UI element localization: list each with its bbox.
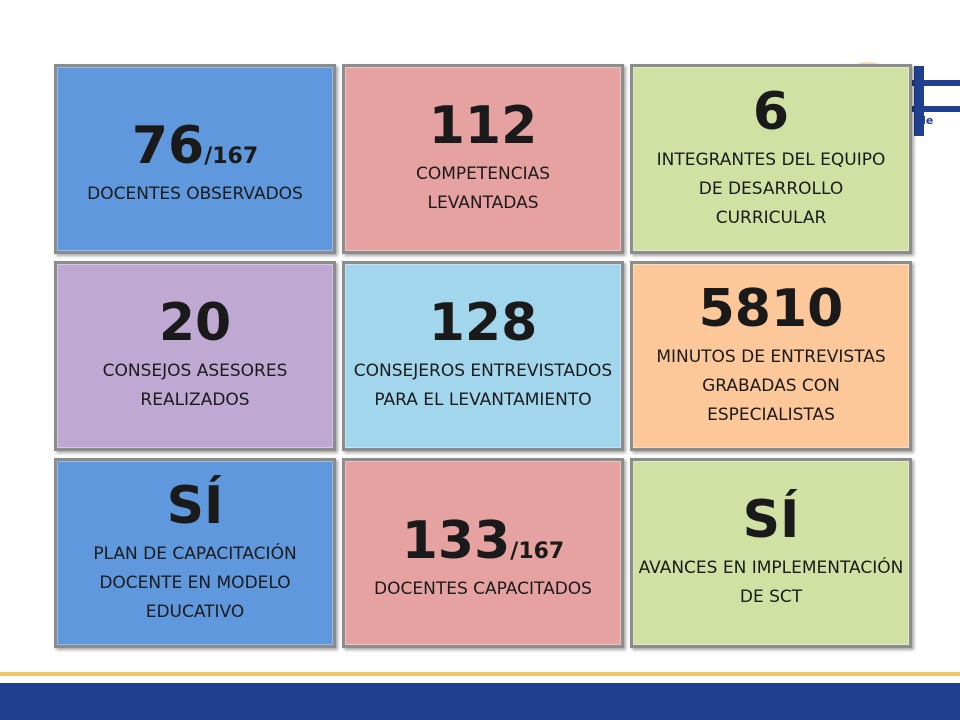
tile-docentes-observados: 76/167 DOCENTES OBSERVADOS bbox=[54, 64, 336, 254]
tile-number: 76/167 bbox=[131, 115, 259, 176]
tile-consejos: 20 CONSEJOS ASESORES REALIZADOS bbox=[54, 261, 336, 451]
tile-label: MINUTOS DE ENTREVISTAS GRABADAS CON ESPE… bbox=[656, 346, 886, 425]
tile-number: SÍ bbox=[166, 475, 224, 536]
tile-integrantes: 6 INTEGRANTES DEL EQUIPO DE DESARROLLO C… bbox=[630, 64, 912, 254]
tile-number: 112 bbox=[428, 96, 538, 156]
tile-number: 5810 bbox=[698, 278, 844, 339]
tile-label: PLAN DE CAPACITACIÓN DOCENTE EN MODELO E… bbox=[93, 543, 297, 622]
tile-avances-sct: SÍ AVANCES EN IMPLEMENTACIÓN DE SCT bbox=[630, 458, 912, 648]
footer-accent-line bbox=[0, 672, 960, 676]
tile-label: COMPETENCIAS LEVANTADAS bbox=[415, 164, 551, 213]
tile-number: SÍ bbox=[742, 490, 800, 550]
footer-bar bbox=[0, 683, 960, 720]
tile-label: CONSEJOS ASESORES REALIZADOS bbox=[102, 361, 288, 410]
tile-consejeros: 128 CONSEJEROS ENTREVISTADOS PARA EL LEV… bbox=[342, 261, 624, 451]
tile-plan-capacitacion: SÍ PLAN DE CAPACITACIÓN DOCENTE EN MODEL… bbox=[54, 458, 336, 648]
tile-label: INTEGRANTES DEL EQUIPO DE DESARROLLO CUR… bbox=[656, 149, 886, 228]
tile-label: CONSEJEROS ENTREVISTADOS PARA EL LEVANTA… bbox=[353, 361, 613, 410]
tile-number: 6 bbox=[752, 81, 790, 142]
tile-number: 133/167 bbox=[401, 510, 565, 571]
stats-grid: 76/167 DOCENTES OBSERVADOS 112 COMPETENC… bbox=[54, 64, 914, 652]
tile-label: DOCENTES OBSERVADOS bbox=[87, 183, 303, 204]
tile-number: 20 bbox=[158, 293, 232, 353]
tile-minutos: 5810 MINUTOS DE ENTREVISTAS GRABADAS CON… bbox=[630, 261, 912, 451]
tile-docentes-capacitados: 133/167 DOCENTES CAPACITADOS bbox=[342, 458, 624, 648]
tile-label: AVANCES EN IMPLEMENTACIÓN DE SCT bbox=[638, 558, 904, 607]
tile-competencias: 112 COMPETENCIAS LEVANTADAS bbox=[342, 64, 624, 254]
tile-number: 128 bbox=[428, 293, 538, 353]
logo-text: de bbox=[918, 114, 933, 127]
tile-label: DOCENTES CAPACITADOS bbox=[374, 578, 592, 599]
